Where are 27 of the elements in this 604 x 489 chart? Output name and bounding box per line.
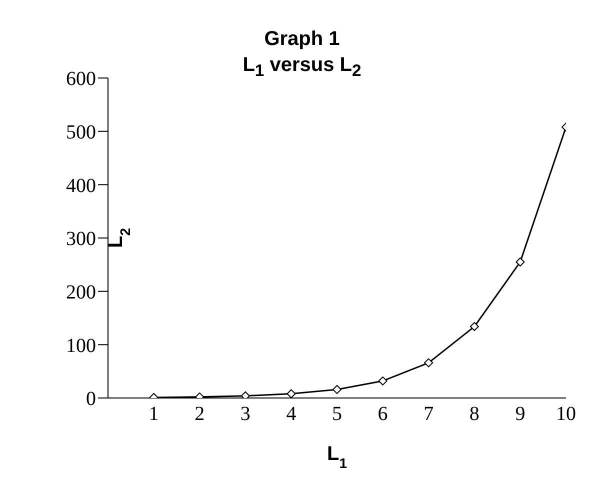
x-tick-label: 2 — [194, 403, 205, 426]
x-tick-label: 8 — [469, 403, 480, 426]
x-axis-title: L$_{1}$ — [326, 443, 348, 471]
x-tick-label: 5 — [332, 403, 342, 426]
x-tick-label: 7 — [424, 403, 434, 426]
x-tick-label: 9 — [515, 403, 526, 426]
x-tick-label: 6 — [378, 403, 388, 426]
point — [424, 358, 434, 368]
point — [332, 384, 342, 394]
chart-title: Graph 1 — [263, 27, 341, 52]
y-tick-label: 200 — [66, 281, 96, 304]
point — [470, 322, 479, 332]
chart-subtitle: L$_{1}$ versus L$_{2}$ — [242, 54, 362, 80]
y-tick-label: 600 — [66, 68, 96, 90]
point — [516, 258, 525, 266]
point — [286, 389, 296, 398]
x-tick-label: 1 — [148, 403, 159, 426]
y-tick-label: 0 — [86, 388, 96, 410]
y-tick-label: 100 — [66, 334, 96, 357]
x-tick-label: 10 — [556, 403, 576, 426]
y-tick-label: 400 — [66, 174, 96, 197]
y-tick-label: 300 — [66, 228, 96, 250]
y-tick-label: 500 — [66, 121, 96, 144]
point — [378, 376, 388, 386]
point — [240, 391, 250, 398]
x-tick-label: 4 — [286, 403, 296, 426]
x-tick-label: 3 — [240, 403, 250, 426]
